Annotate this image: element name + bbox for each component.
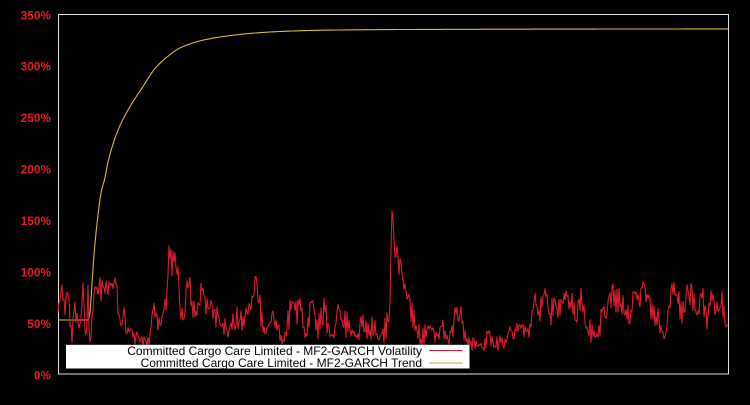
svg-text:Committed Cargo Care Limited -: Committed Cargo Care Limited - MF2-GARCH…: [141, 356, 422, 370]
svg-text:200%: 200%: [21, 165, 51, 177]
svg-text:100%: 100%: [21, 267, 51, 279]
svg-text:0%: 0%: [34, 370, 51, 382]
svg-text:250%: 250%: [21, 113, 51, 125]
svg-text:50%: 50%: [27, 319, 51, 331]
svg-text:Committed Cargo Care Limited -: Committed Cargo Care Limited - MF2-GARCH…: [127, 344, 422, 358]
svg-text:150%: 150%: [21, 216, 51, 228]
svg-text:300%: 300%: [21, 62, 51, 74]
svg-text:350%: 350%: [21, 10, 51, 22]
